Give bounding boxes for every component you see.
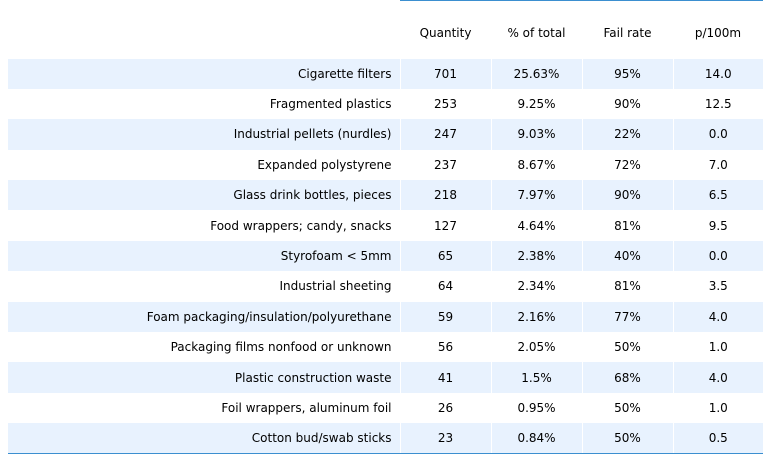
cell-per-100m: 1.0	[672, 392, 763, 424]
cell-fail-rate: 68%	[581, 362, 673, 393]
cell-item-name: Industrial sheeting	[279, 279, 392, 294]
cell-item-name: Glass drink bottles, pieces	[8, 180, 400, 211]
table-row: Cotton bud/swab sticks 23 0.84% 50% 0.5	[8, 423, 763, 455]
cell-fail-rate: 81%	[581, 271, 673, 302]
header-quantity: Quantity	[400, 0, 491, 59]
cell-percent-total: 25.63%	[490, 58, 582, 89]
header-percent-total: % of total	[491, 0, 582, 59]
cell-per-100m: 6.5	[672, 180, 763, 211]
cell-fail-rate: 22%	[581, 119, 673, 150]
cell-percent-total: 2.34%	[490, 271, 582, 302]
cell-quantity: 23	[399, 423, 491, 455]
cell-item-name: Plastic construction waste	[8, 362, 400, 393]
table-row: Expanded polystyrene 237 8.67% 72% 7.0	[8, 149, 763, 181]
cell-percent-total: 7.97%	[490, 180, 582, 211]
cell-percent-total: 0.84%	[490, 423, 582, 455]
cell-item-name: Expanded polystyrene	[257, 157, 392, 172]
cell-quantity: 64	[399, 271, 491, 302]
litter-summary-table: Quantity % of total Fail rate p/100m Cig…	[8, 0, 763, 455]
cell-per-100m: 1.0	[672, 332, 763, 363]
cell-per-100m: 4.0	[672, 362, 763, 393]
cell-item-name: Foil wrappers, aluminum foil	[221, 400, 392, 415]
cell-quantity: 237	[399, 149, 491, 181]
cell-per-100m: 4.0	[672, 301, 763, 333]
cell-fail-rate: 90%	[581, 88, 673, 120]
cell-percent-total: 9.25%	[490, 88, 582, 120]
cell-quantity: 218	[399, 180, 491, 211]
cell-quantity: 41	[399, 362, 491, 393]
cell-item-name: Fragmented plastics	[269, 97, 392, 112]
cell-quantity: 127	[399, 210, 491, 241]
cell-fail-rate: 50%	[581, 332, 673, 363]
cell-per-100m: 0.0	[672, 240, 763, 272]
cell-item-name: Packaging films nonfood or unknown	[170, 340, 392, 355]
cell-quantity: 26	[399, 392, 491, 424]
table-row: Foil wrappers, aluminum foil 26 0.95% 50% 1.…	[8, 392, 763, 424]
cell-item-name: Food wrappers; candy, snacks	[210, 218, 392, 233]
table-row: Cigarette filters 701 25.63% 95% 14.0	[8, 58, 763, 89]
cell-per-100m: 9.5	[672, 210, 763, 241]
cell-fail-rate: 81%	[581, 210, 673, 241]
cell-item-name: Industrial pellets (nurdles)	[8, 119, 400, 150]
header-row: Quantity % of total Fail rate p/100m	[8, 0, 763, 59]
header-fail-rate: Fail rate	[582, 0, 673, 59]
cell-item-name: Cotton bud/swab sticks	[8, 423, 400, 455]
table-row: Foam packaging/insulation/polyurethane 59…	[8, 301, 763, 333]
cell-fail-rate: 90%	[581, 180, 673, 211]
cell-fail-rate: 50%	[581, 392, 673, 424]
cell-per-100m: 3.5	[672, 271, 763, 302]
cell-quantity: 253	[399, 88, 491, 120]
cell-item-name: Foam packaging/insulation/polyurethane	[8, 301, 400, 333]
table-row: Industrial pellets (nurdles) 247 9.03% 22% 0…	[8, 119, 763, 150]
cell-percent-total: 9.03%	[490, 119, 582, 150]
cell-fail-rate: 95%	[581, 58, 673, 89]
cell-per-100m: 7.0	[672, 149, 763, 181]
cell-fail-rate: 77%	[581, 301, 673, 333]
table-row: Industrial sheeting 64 2.34% 81% 3.5	[8, 271, 763, 302]
cell-quantity: 56	[399, 332, 491, 363]
cell-percent-total: 2.05%	[490, 332, 582, 363]
table-header: Quantity % of total Fail rate p/100m	[8, 0, 763, 59]
cell-per-100m: 0.0	[672, 119, 763, 150]
cell-fail-rate: 40%	[581, 240, 673, 272]
table-row: Styrofoam < 5mm 65 2.38% 40% 0.0	[8, 240, 763, 272]
table-row: Fragmented plastics 253 9.25% 90% 12.5	[8, 88, 763, 120]
table-row: Food wrappers; candy, snacks 127 4.64% 81% 9…	[8, 210, 763, 241]
cell-quantity: 701	[399, 58, 491, 89]
cell-percent-total: 8.67%	[490, 149, 582, 181]
cell-per-100m: 14.0	[672, 58, 763, 89]
cell-per-100m: 12.5	[672, 88, 763, 120]
header-blank	[8, 0, 400, 59]
table-row: Glass drink bottles, pieces 218 7.97% 90% 6.…	[8, 180, 763, 211]
cell-fail-rate: 50%	[581, 423, 673, 455]
header-per-100m: p/100m	[673, 0, 763, 59]
cell-item-name: Cigarette filters	[8, 58, 400, 89]
cell-quantity: 59	[399, 301, 491, 333]
cell-percent-total: 0.95%	[490, 392, 582, 424]
cell-quantity: 65	[399, 240, 491, 272]
table-row: Packaging films nonfood or unknown 56 2.05…	[8, 332, 763, 363]
data-table-container: Quantity % of total Fail rate p/100m Cig…	[8, 0, 763, 455]
cell-percent-total: 1.5%	[490, 362, 582, 393]
cell-percent-total: 2.38%	[490, 240, 582, 272]
cell-percent-total: 2.16%	[490, 301, 582, 333]
table-row: Plastic construction waste 41 1.5% 68% 4.0	[8, 362, 763, 393]
cell-quantity: 247	[399, 119, 491, 150]
cell-percent-total: 4.64%	[490, 210, 582, 241]
cell-per-100m: 0.5	[672, 423, 763, 455]
table-body: Cigarette filters 701 25.63% 95% 14.0 Fragmen…	[8, 58, 763, 455]
cell-fail-rate: 72%	[581, 149, 673, 181]
cell-item-name: Styrofoam < 5mm	[8, 240, 400, 272]
